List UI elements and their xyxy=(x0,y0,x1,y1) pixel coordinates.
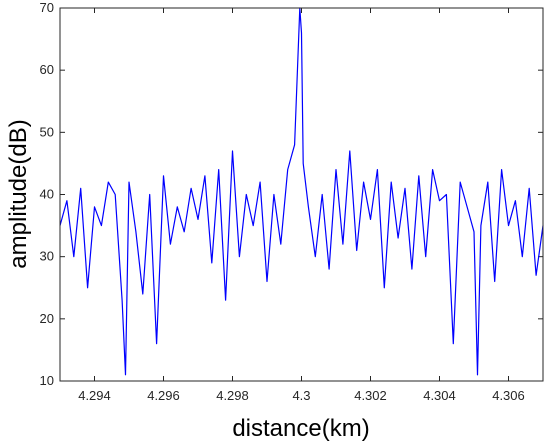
y-tick-label: 40 xyxy=(40,187,54,202)
y-tick-label: 70 xyxy=(40,0,54,15)
y-axis-title: amplitude(dB) xyxy=(5,119,32,268)
x-tick-label: 4.296 xyxy=(147,388,180,403)
x-tick-label: 4.3 xyxy=(292,388,310,403)
y-tick-label: 50 xyxy=(40,124,54,139)
x-tick-label: 4.298 xyxy=(216,388,249,403)
x-tick-label: 4.294 xyxy=(78,388,111,403)
x-tick-label: 4.306 xyxy=(492,388,525,403)
x-tick-label: 4.302 xyxy=(354,388,387,403)
x-axis-ticks: 4.294 4.296 4.298 4.3 4.302 4.304 4.306 xyxy=(78,8,525,403)
x-tick-label: 4.304 xyxy=(423,388,456,403)
y-axis-ticks: 10 20 30 40 50 60 70 xyxy=(40,0,543,388)
x-axis-title: distance(km) xyxy=(232,415,369,442)
y-tick-label: 20 xyxy=(40,311,54,326)
y-tick-label: 60 xyxy=(40,62,54,77)
y-tick-label: 10 xyxy=(40,373,54,388)
y-tick-label: 30 xyxy=(40,249,54,264)
plot-frame xyxy=(59,7,544,382)
series-line xyxy=(59,7,544,376)
